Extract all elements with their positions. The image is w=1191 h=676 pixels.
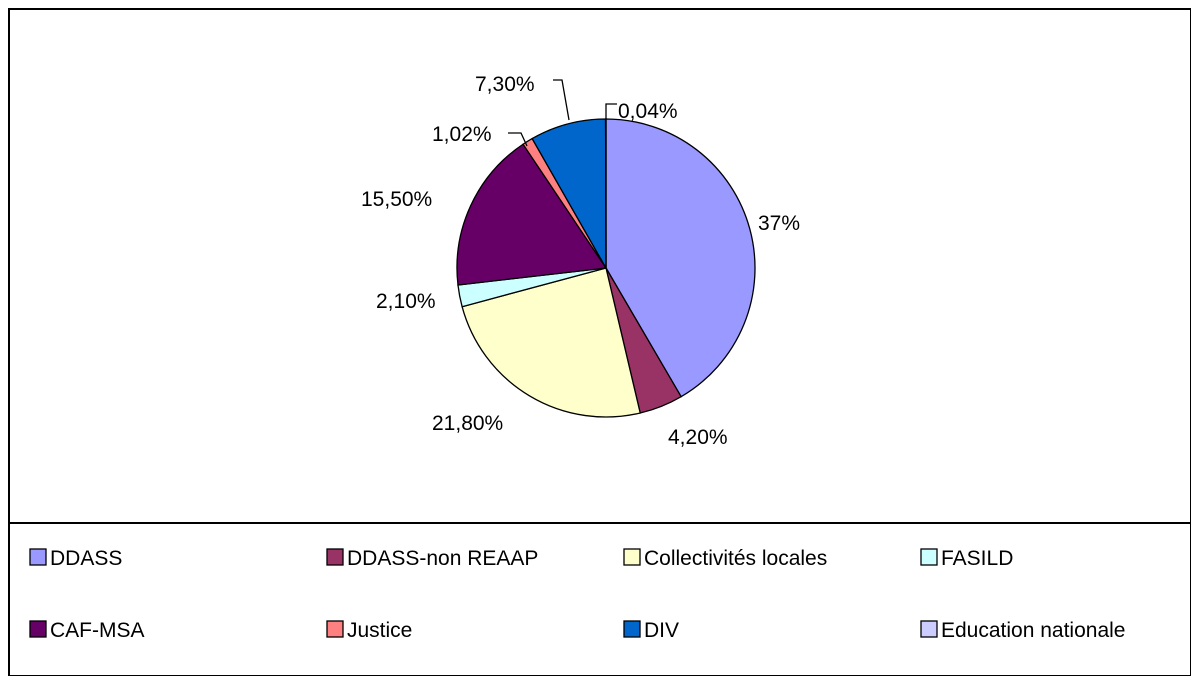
legend-swatch-div [623,620,641,638]
legend-label-ddass-non-reaap: DDASS-non REAAP [347,547,538,570]
pie-slices [456,118,756,418]
legend-item-caf-msa: CAF-MSA [29,619,145,642]
legend-swatch-fasild [920,548,938,566]
legend-swatch-caf-msa [29,620,47,638]
legend-label-collectivites-locales: Collectivités locales [644,547,827,570]
data-label-div: 7,30% [475,73,535,96]
legend-item-collectivites-locales: Collectivités locales [623,547,827,570]
pie-slice-ddass [605,118,756,398]
pie-data-labels: 37% 4,20% 21,80% 2,10% 15,50% 1,02% 7,30% 0,04% [361,73,800,449]
legend-label-div: DIV [644,619,679,642]
legend-label-education-nationale: Education nationale [941,619,1125,642]
data-label-ddass: 37% [758,212,800,235]
legend-item-fasild: FASILD [920,547,1013,570]
legend-swatch-justice [326,620,344,638]
legend-swatch-education-nationale [920,620,938,638]
legend-item-education-nationale: Education nationale [920,619,1125,642]
pie-slice-caf-msa [456,143,608,286]
leader-line-div [553,79,570,121]
legend-item-justice: Justice [326,619,412,642]
legend-label-fasild: FASILD [941,547,1013,570]
data-label-fasild: 2,10% [376,290,436,313]
legend-swatch-ddass-non-reaap [326,548,344,566]
legend-item-ddass: DDASS [29,547,122,570]
data-label-education-nationale: 0,04% [618,100,678,123]
leader-line-education-nationale [605,103,617,119]
data-label-ddass-non-reaap: 4,20% [668,426,728,449]
legend-label-ddass: DDASS [50,547,122,570]
legend-swatch-collectivites-locales [623,548,641,566]
data-label-collectivites-locales: 21,80% [432,412,503,435]
legend-label-caf-msa: CAF-MSA [50,619,145,642]
data-label-caf-msa: 15,50% [361,188,432,211]
legend-label-justice: Justice [347,619,412,642]
legend-item-div: DIV [623,619,679,642]
legend-item-ddass-non-reaap: DDASS-non REAAP [326,547,538,570]
data-label-justice: 1,02% [432,123,492,146]
legend-swatch-ddass [29,548,47,566]
pie-slice-collectivites-locales [461,267,641,418]
legend: DDASS DDASS-non REAAP Collectivités locale… [29,547,1125,642]
leader-line-justice [508,132,528,147]
